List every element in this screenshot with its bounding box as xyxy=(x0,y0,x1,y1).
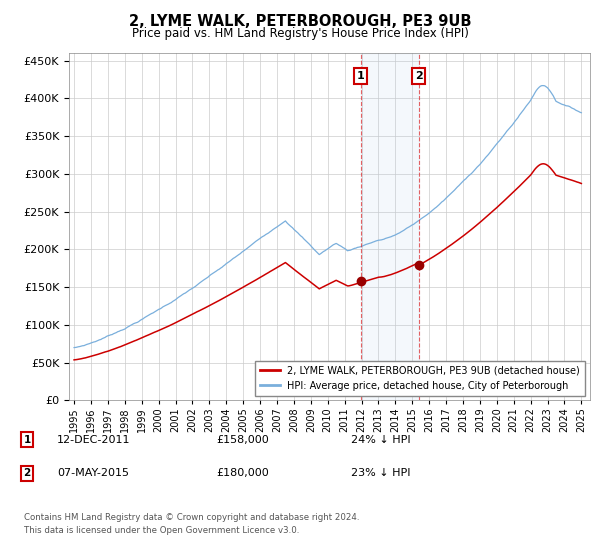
Legend: 2, LYME WALK, PETERBOROUGH, PE3 9UB (detached house), HPI: Average price, detach: 2, LYME WALK, PETERBOROUGH, PE3 9UB (det… xyxy=(255,361,585,395)
Text: 23% ↓ HPI: 23% ↓ HPI xyxy=(351,468,410,478)
Bar xyxy=(361,53,419,400)
Text: £180,000: £180,000 xyxy=(216,468,269,478)
Text: £158,000: £158,000 xyxy=(216,435,269,445)
Text: 2: 2 xyxy=(415,71,422,81)
Text: 1: 1 xyxy=(357,71,365,81)
Text: Price paid vs. HM Land Registry's House Price Index (HPI): Price paid vs. HM Land Registry's House … xyxy=(131,27,469,40)
Text: 24% ↓ HPI: 24% ↓ HPI xyxy=(351,435,410,445)
Text: 12-DEC-2011: 12-DEC-2011 xyxy=(57,435,131,445)
Text: 1: 1 xyxy=(23,435,31,445)
Text: 2: 2 xyxy=(23,468,31,478)
Text: Contains HM Land Registry data © Crown copyright and database right 2024.: Contains HM Land Registry data © Crown c… xyxy=(24,514,359,522)
Text: 2, LYME WALK, PETERBOROUGH, PE3 9UB: 2, LYME WALK, PETERBOROUGH, PE3 9UB xyxy=(129,14,471,29)
Text: This data is licensed under the Open Government Licence v3.0.: This data is licensed under the Open Gov… xyxy=(24,526,299,535)
Text: 07-MAY-2015: 07-MAY-2015 xyxy=(57,468,129,478)
